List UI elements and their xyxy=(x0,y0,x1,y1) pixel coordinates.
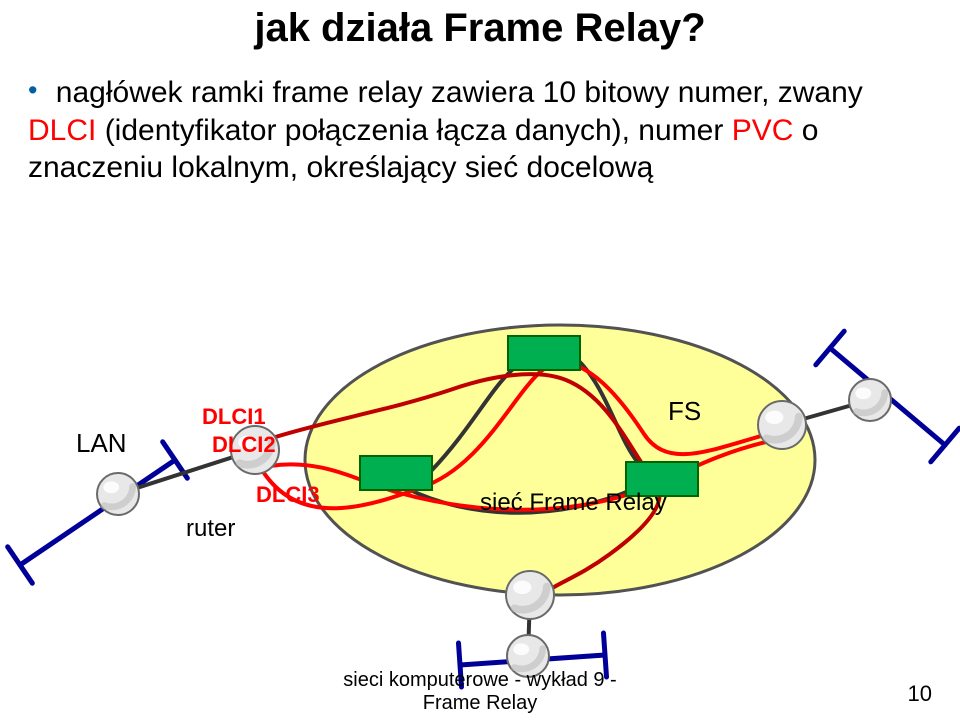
bullet-dot-icon: • xyxy=(28,74,37,108)
svg-text:DLCI1: DLCI1 xyxy=(202,404,266,429)
page-title: jak działa Frame Relay? xyxy=(0,6,960,51)
svg-text:ruter: ruter xyxy=(186,515,235,542)
frame-relay-diagram: sieć Frame Relay LAN DLCI1 DLCI2 DLCI3 ruter F… xyxy=(0,270,960,690)
bullet-paragraph: • nagłówek ramki frame relay zawiera 10 … xyxy=(28,74,928,187)
footer: sieci komputerowe - wykład 9 - Frame Rel… xyxy=(0,669,960,715)
svg-text:FS: FS xyxy=(668,396,701,426)
bullet-text: nagłówek ramki frame relay zawiera 10 bi… xyxy=(28,76,863,184)
page-number: 10 xyxy=(908,681,932,707)
footer-line1: sieci komputerowe - wykład 9 - xyxy=(343,669,616,691)
svg-text:sieć Frame Relay: sieć Frame Relay xyxy=(480,489,667,516)
svg-text:DLCI2: DLCI2 xyxy=(212,432,276,457)
svg-text:DLCI3: DLCI3 xyxy=(256,482,320,507)
svg-text:LAN: LAN xyxy=(76,428,127,458)
footer-line2: Frame Relay xyxy=(423,692,537,714)
